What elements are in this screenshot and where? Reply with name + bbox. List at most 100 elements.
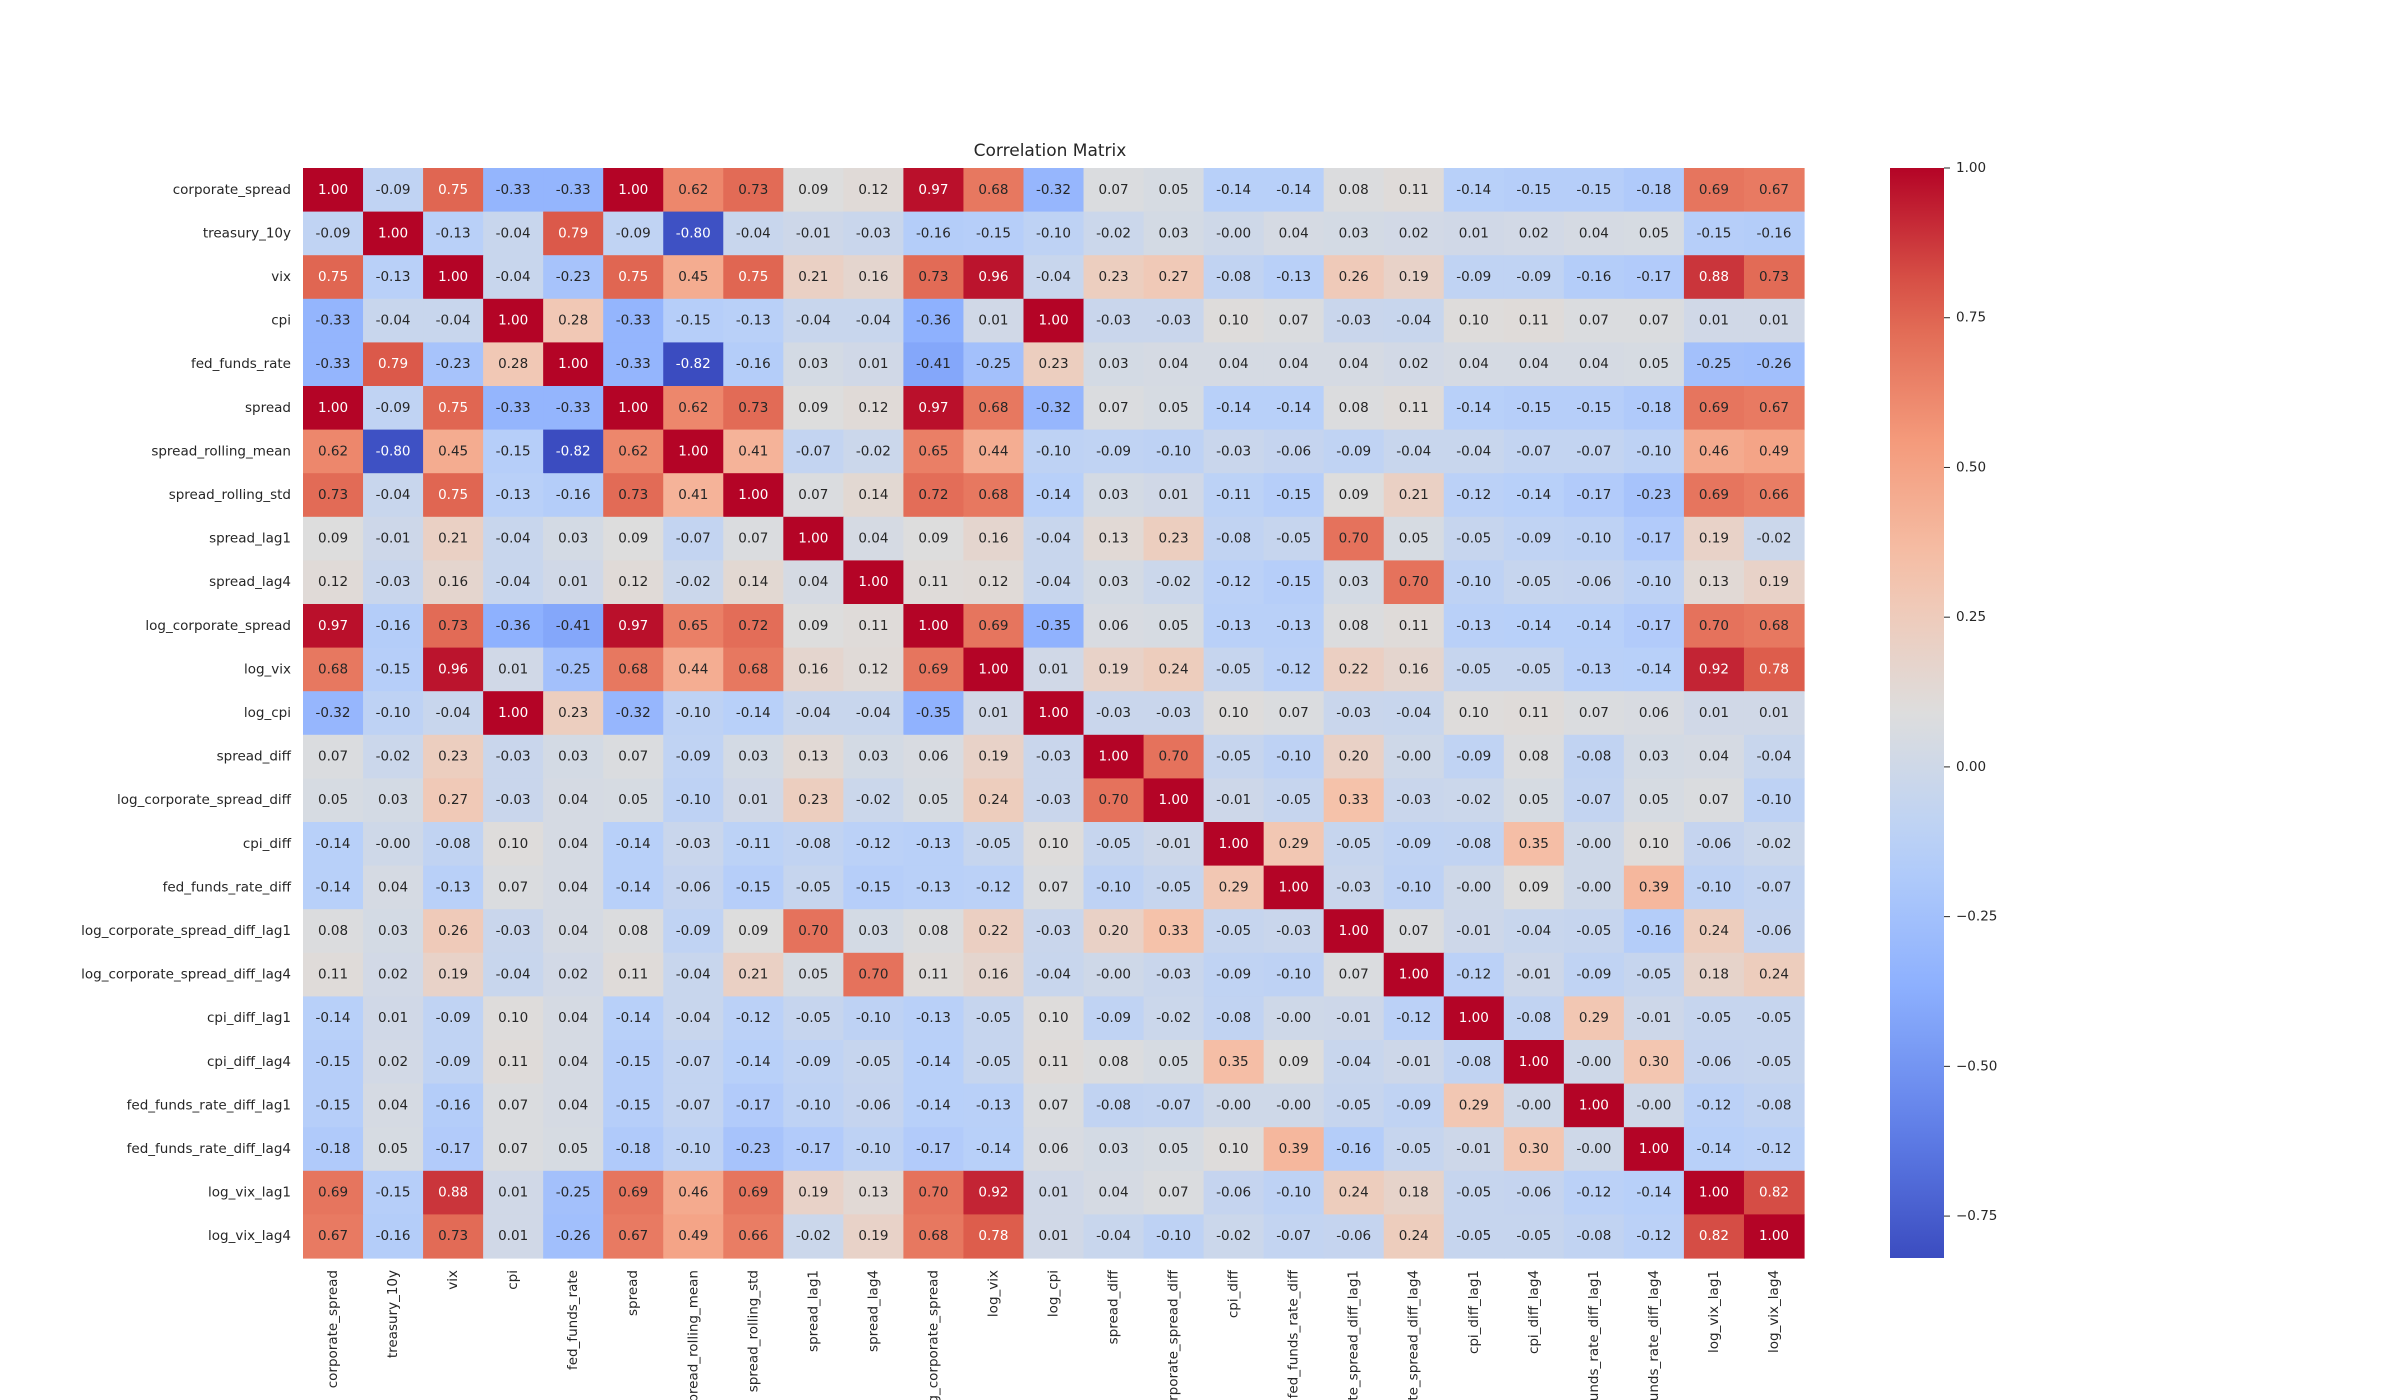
cell-value-label: 0.73 — [1759, 269, 1789, 285]
heatmap-cell — [783, 1040, 844, 1085]
cell-value-label: 0.03 — [1099, 574, 1129, 590]
heatmap-cell — [1443, 691, 1505, 736]
cell-value-label: -0.13 — [916, 879, 951, 895]
cell-value-label: 0.24 — [978, 792, 1008, 808]
heatmap-cell — [1143, 1214, 1205, 1259]
heatmap-cell — [903, 952, 965, 997]
cell-value-label: -0.09 — [316, 225, 351, 241]
cell-value-label: 0.09 — [798, 618, 828, 634]
cell-value-label: 0.08 — [918, 923, 948, 939]
heatmap-cell — [1743, 516, 1805, 561]
heatmap-cell — [723, 865, 784, 910]
cell-value-label: -0.06 — [1757, 923, 1792, 939]
column-label: _corporate_spread_diff — [1166, 1269, 1182, 1400]
heatmap-cell — [1623, 298, 1685, 343]
cell-value-label: -0.03 — [496, 792, 531, 808]
heatmap-cells: 1.00 -0.09 0.75 -0.33 -0.33 1.00 0.62 0.73 0.09 0… — [303, 168, 1805, 1259]
heatmap-cell — [1023, 952, 1085, 997]
cell-value-label: -0.14 — [736, 705, 771, 721]
heatmap-cell — [663, 386, 724, 431]
cell-value-label: -0.14 — [1216, 182, 1251, 198]
heatmap-cell — [1203, 909, 1265, 954]
cell-value-label: -0.15 — [1696, 225, 1731, 241]
heatmap-cell — [1503, 1040, 1565, 1085]
cell-value-label: 0.07 — [1339, 967, 1369, 983]
cell-value-label: 0.73 — [438, 1228, 468, 1244]
cell-value-label: -0.14 — [1216, 400, 1251, 416]
cell-value-label: 0.30 — [1519, 1141, 1549, 1157]
heatmap-cell — [1143, 560, 1205, 605]
heatmap-cell — [1083, 429, 1145, 474]
colorbar-tick-label: −0.50 — [1956, 1058, 1997, 1074]
heatmap-cell — [723, 429, 784, 474]
cell-value-label: -0.03 — [1276, 923, 1311, 939]
heatmap-cell — [1503, 1127, 1565, 1172]
heatmap-cell — [1323, 952, 1385, 997]
heatmap-cell — [903, 473, 965, 518]
heatmap-cell — [843, 1127, 904, 1172]
heatmap-cell — [1083, 386, 1145, 431]
heatmap-cell — [723, 778, 784, 823]
cell-value-label: 0.01 — [1159, 487, 1189, 503]
heatmap-cell — [303, 778, 364, 823]
column-label: vix — [445, 1270, 461, 1290]
heatmap-cell — [903, 1127, 965, 1172]
heatmap-cell — [1083, 168, 1145, 213]
cell-value-label: -0.08 — [1757, 1097, 1792, 1113]
heatmap-cell — [603, 909, 664, 954]
row-label: fed_funds_rate_diff_lag1 — [127, 1097, 291, 1113]
cell-value-label: 0.75 — [738, 269, 768, 285]
heatmap-cell — [543, 647, 604, 692]
row-label: cpi_diff_lag1 — [207, 1010, 291, 1026]
cell-value-label: -0.10 — [1156, 443, 1191, 459]
heatmap-cell — [963, 691, 1025, 736]
cell-value-label: 0.12 — [618, 574, 648, 590]
cell-value-label: 0.01 — [1759, 313, 1789, 329]
cell-value-label: -0.16 — [1636, 923, 1671, 939]
heatmap-cell — [1323, 255, 1385, 300]
cell-value-label: -0.04 — [436, 705, 471, 721]
cell-value-label: 0.97 — [618, 618, 648, 634]
heatmap-cell — [663, 778, 724, 823]
cell-value-label: 1.00 — [378, 225, 408, 241]
heatmap-cell — [423, 909, 484, 954]
heatmap-cell — [963, 734, 1025, 779]
cell-value-label: -0.10 — [1036, 443, 1071, 459]
column-label: spread_lag4 — [865, 1270, 881, 1352]
cell-value-label: -0.04 — [496, 531, 531, 547]
cell-value-label: -0.02 — [676, 574, 711, 590]
heatmap-cell — [1023, 1170, 1085, 1215]
heatmap-cell — [423, 1127, 484, 1172]
heatmap-cell — [1503, 691, 1565, 736]
heatmap-cell — [1323, 1083, 1385, 1128]
heatmap-cell — [1023, 734, 1085, 779]
cell-value-label: -0.14 — [316, 1010, 351, 1026]
cell-value-label: -0.13 — [1276, 269, 1311, 285]
cell-value-label: 0.75 — [318, 269, 348, 285]
heatmap-cell — [1323, 909, 1385, 954]
heatmap-cell — [1203, 429, 1265, 474]
heatmap-cell — [843, 691, 904, 736]
cell-value-label: 0.73 — [318, 487, 348, 503]
cell-value-label: -0.00 — [1456, 879, 1491, 895]
cell-value-label: 0.04 — [858, 531, 888, 547]
cell-value-label: -0.05 — [796, 879, 831, 895]
cell-value-label: -0.01 — [1216, 792, 1251, 808]
cell-value-label: 0.10 — [1459, 313, 1489, 329]
cell-value-label: 0.05 — [378, 1141, 408, 1157]
cell-value-label: -0.10 — [1636, 574, 1671, 590]
heatmap-cell — [1203, 516, 1265, 561]
heatmap-cell — [1383, 822, 1445, 867]
heatmap-cell — [303, 1127, 364, 1172]
cell-value-label: 0.19 — [438, 967, 468, 983]
cell-value-label: 0.39 — [1279, 1141, 1309, 1157]
heatmap-cell — [1203, 952, 1265, 997]
cell-value-label: 0.46 — [1699, 443, 1729, 459]
heatmap-cell — [663, 429, 724, 474]
cell-value-label: 0.08 — [618, 923, 648, 939]
heatmap-cell — [1443, 778, 1505, 823]
cell-value-label: -0.12 — [736, 1010, 771, 1026]
cell-value-label: -0.14 — [916, 1097, 951, 1113]
cell-value-label: 0.11 — [918, 574, 948, 590]
cell-value-label: -0.01 — [796, 225, 831, 241]
